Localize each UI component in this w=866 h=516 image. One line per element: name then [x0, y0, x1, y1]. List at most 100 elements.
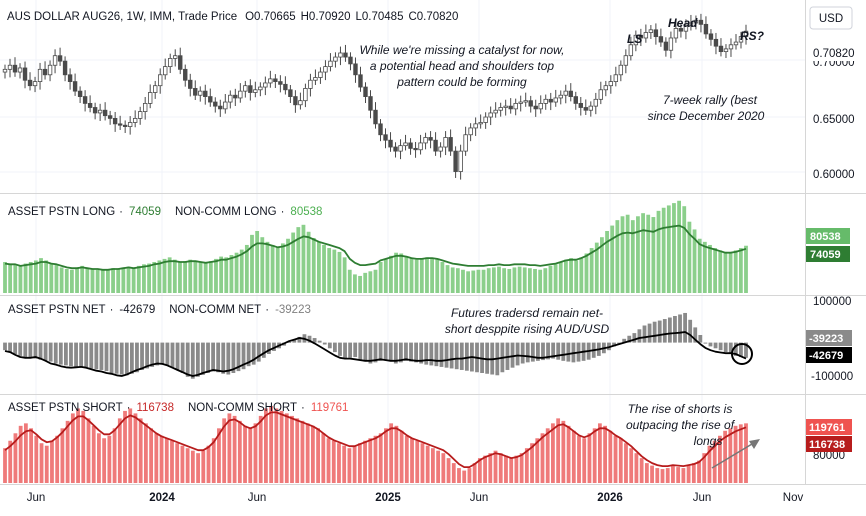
bar: [150, 342, 155, 367]
bar: [236, 342, 241, 372]
bar: [536, 342, 540, 361]
bar: [80, 265, 85, 293]
candle: [553, 97, 558, 103]
bar: [297, 336, 302, 343]
bar: [455, 268, 460, 293]
candle: [493, 109, 498, 114]
bar: [691, 463, 696, 483]
bar: [744, 245, 748, 293]
bar: [106, 268, 110, 293]
bar: [267, 342, 271, 354]
bar: [733, 250, 738, 293]
long-series-2-value: 80538: [290, 206, 322, 218]
bar: [728, 428, 733, 483]
annotation-rally-line-1: 7-week rally (best: [663, 93, 758, 107]
bar: [180, 445, 185, 483]
bar: [698, 335, 703, 343]
bar: [227, 413, 232, 483]
bar: [655, 468, 660, 483]
bar: [43, 342, 48, 361]
bar: [712, 440, 717, 483]
price-axis[interactable]: 0.70000 0.65000 0.60000 0.70820: [806, 44, 862, 181]
short-dot-1: ·: [127, 402, 131, 414]
time-axis[interactable]: Jun 2024 Jun 2025 Jun 2026 Jun Nov: [27, 492, 804, 504]
bar: [69, 269, 74, 293]
bar: [404, 256, 409, 293]
bar: [316, 428, 320, 483]
bar: [185, 342, 190, 377]
long-bars: [3, 200, 748, 293]
bar: [53, 342, 58, 364]
bar: [610, 225, 615, 293]
bar: [111, 268, 115, 293]
bar: [201, 342, 205, 375]
bar: [483, 455, 487, 483]
net-axis[interactable]: 100000 -100000 -39223 -42679: [806, 296, 853, 383]
bar: [383, 258, 388, 293]
bar: [681, 468, 686, 483]
annotation-net-line-2: short desppite rising AUD/USD: [445, 322, 610, 336]
interval-label: 1W: [127, 11, 144, 23]
bar: [211, 438, 216, 483]
bar: [316, 241, 321, 293]
bar: [671, 465, 675, 483]
bar: [467, 468, 472, 483]
bar: [378, 433, 383, 483]
bar: [224, 257, 229, 293]
bar: [49, 263, 54, 293]
candle: [238, 90, 243, 99]
bar: [74, 342, 78, 367]
candle: [22, 67, 28, 81]
bar: [561, 420, 566, 483]
candle: [107, 115, 113, 119]
bar: [589, 248, 594, 293]
bar: [682, 206, 687, 293]
bar: [196, 453, 200, 483]
bar: [530, 342, 535, 362]
candle: [62, 60, 68, 76]
bar: [123, 410, 127, 483]
bar: [64, 268, 69, 293]
candle: [723, 48, 729, 53]
candle: [298, 100, 303, 106]
bar: [86, 418, 91, 483]
bar: [394, 425, 399, 483]
candle: [112, 118, 118, 125]
bar: [129, 342, 134, 374]
bar: [688, 319, 693, 343]
bar: [18, 342, 23, 356]
bar: [117, 418, 122, 483]
candle: [258, 86, 263, 91]
bar: [8, 342, 12, 353]
net-badge-asset-value: -42679: [809, 350, 843, 362]
bar: [491, 267, 496, 293]
bar: [451, 463, 456, 483]
annotation-ls: LS: [627, 32, 642, 46]
bar: [69, 342, 73, 367]
candle: [608, 81, 614, 87]
symbol-name: AUS DOLLAR AUG26: [7, 11, 120, 23]
currency-button[interactable]: USD: [809, 6, 853, 30]
candle: [323, 66, 328, 73]
candle: [543, 98, 548, 104]
bar: [410, 438, 414, 483]
bar: [75, 267, 79, 293]
bar: [3, 342, 7, 351]
bar: [718, 435, 722, 483]
low-value: L0.70485: [356, 11, 404, 23]
candle: [132, 118, 138, 123]
candle: [328, 60, 333, 68]
bar: [311, 237, 316, 293]
bar: [368, 342, 373, 364]
bar: [160, 342, 165, 365]
short-axis[interactable]: 80000 119761 116738: [806, 419, 852, 462]
bar: [222, 418, 227, 483]
candle: [423, 137, 428, 144]
bar: [201, 450, 206, 483]
candle: [388, 139, 393, 148]
bar: [44, 260, 49, 293]
bar: [239, 249, 244, 293]
bar: [260, 237, 265, 293]
candle: [538, 103, 543, 110]
